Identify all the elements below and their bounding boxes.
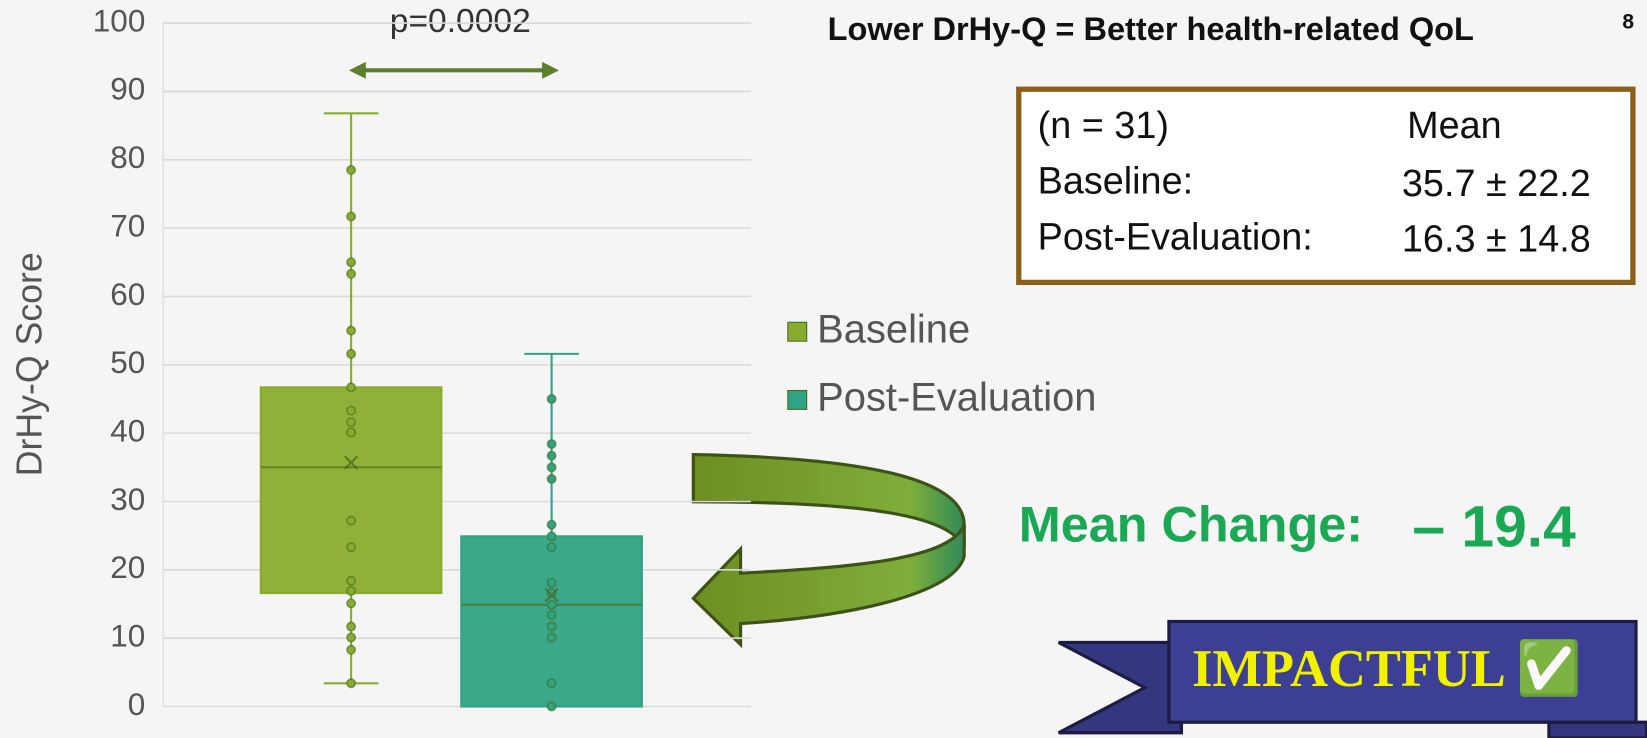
y-tick-label: 30 (110, 481, 145, 517)
mean-change-label: Mean Change: (1019, 495, 1363, 552)
legend-label: Baseline (817, 307, 970, 351)
data-point (347, 622, 355, 630)
y-axis-label: DrHy-Q Score (9, 252, 49, 476)
p-value: p=0.0002 (390, 3, 531, 40)
data-point (547, 622, 555, 630)
table-cell: Post-Evaluation: (1038, 216, 1313, 258)
data-point (547, 475, 555, 483)
table-header: Mean (1407, 105, 1502, 147)
data-point (547, 600, 555, 608)
mean-change-value: – 19.4 (1412, 495, 1576, 560)
data-point (547, 579, 555, 587)
data-point (547, 521, 555, 529)
side-title-superscript: 8 (1622, 11, 1634, 34)
data-point (347, 258, 355, 266)
table-cell: 35.7 ± 22.2 (1402, 163, 1591, 205)
data-point (347, 270, 355, 278)
table-cell: 16.3 ± 14.8 (1402, 218, 1591, 260)
data-point (347, 383, 355, 391)
table-header: (n = 31) (1038, 105, 1169, 147)
data-point (347, 587, 355, 595)
data-point (347, 543, 355, 551)
y-tick-label: 90 (110, 71, 145, 107)
y-tick-label: 100 (93, 2, 146, 38)
data-point (347, 350, 355, 358)
legend-swatch (788, 391, 807, 410)
data-point (347, 646, 355, 654)
data-point (547, 679, 555, 687)
data-point (547, 532, 555, 540)
y-tick-label: 10 (110, 617, 145, 653)
banner-text: IMPACTFUL ✅ (1192, 638, 1581, 698)
data-point (347, 418, 355, 426)
data-point (547, 440, 555, 448)
data-point (347, 599, 355, 607)
table-cell: Baseline: (1038, 161, 1193, 203)
data-point (347, 406, 355, 414)
y-tick-label: 0 (128, 686, 146, 722)
data-point (547, 633, 555, 641)
data-point (347, 212, 355, 220)
legend-label: Post-Evaluation (817, 375, 1096, 419)
data-point (547, 702, 555, 710)
data-point (347, 428, 355, 436)
data-point (547, 395, 555, 403)
data-point (547, 463, 555, 471)
data-point (347, 326, 355, 334)
y-tick-label: 50 (110, 344, 145, 380)
y-tick-label: 70 (110, 207, 145, 243)
data-point (547, 611, 555, 619)
data-point (347, 166, 355, 174)
data-point (347, 516, 355, 524)
chart: DrHy-Q Score p=0.0002 Lower DrHy-Q = Bet… (0, 0, 1647, 738)
data-point (347, 633, 355, 641)
data-point (347, 577, 355, 585)
y-tick-label: 80 (110, 139, 145, 175)
data-point (547, 543, 555, 551)
data-point (547, 451, 555, 459)
y-tick-label: 60 (110, 276, 145, 312)
y-tick-label: 40 (110, 412, 145, 448)
data-point (347, 679, 355, 687)
legend-swatch (788, 322, 807, 341)
side-title: Lower DrHy-Q = Better health-related QoL (828, 11, 1474, 47)
page: {"chart_data": {"type": "box", "y_label"… (0, 0, 1647, 738)
y-tick-label: 20 (110, 549, 145, 585)
